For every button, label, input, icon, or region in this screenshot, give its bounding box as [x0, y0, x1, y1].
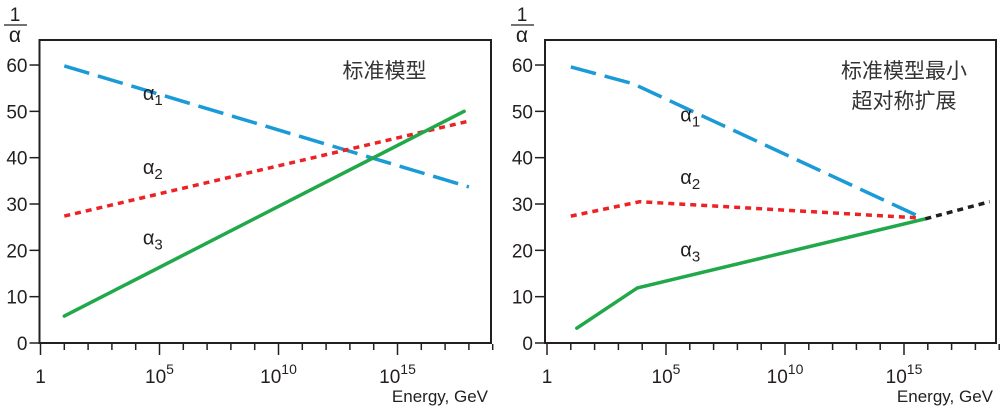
series-line-alpha2 [570, 199, 919, 220]
y-tick-label: 20 [6, 241, 27, 262]
x-tick-label: 1015 [886, 361, 923, 388]
y-tick-label: 40 [512, 149, 533, 170]
series-label-alpha2: α2 [680, 167, 700, 193]
x-tick-label: 1 [542, 367, 553, 388]
x-tick-label: 1015 [379, 361, 416, 388]
x-tick-label: 1 [35, 367, 46, 388]
series-line-alpha2 [63, 119, 470, 218]
chart-title: 标准模型 [343, 59, 427, 83]
y-tick-label: 40 [6, 149, 27, 170]
series-line-alpha1 [570, 65, 920, 218]
series-label-alpha2: α2 [143, 157, 163, 183]
y-tick-label: 10 [512, 288, 533, 309]
y-tick-label: 60 [512, 56, 533, 77]
chart-title-line2: 超对称扩展 [852, 89, 957, 113]
y-axis-label-numerator: 1 [517, 5, 528, 26]
y-tick-label: 10 [6, 288, 27, 309]
series-line-extension [924, 200, 991, 221]
series-label-alpha3: α3 [680, 239, 700, 265]
y-axis-label-numerator: 1 [10, 5, 21, 26]
x-tick-label: 105 [652, 361, 681, 388]
plot-frame [38, 39, 492, 344]
y-axis-label-denominator: α [9, 24, 21, 47]
y-tick-label: 0 [522, 334, 533, 355]
y-tick-label: 50 [512, 102, 533, 123]
series-label-alpha1: α1 [143, 83, 163, 109]
x-axis-label: Energy, GeV [897, 387, 994, 406]
x-tick-label: 1010 [260, 361, 297, 388]
y-tick-label: 20 [512, 241, 533, 262]
series-line-alpha1 [63, 64, 470, 189]
x-tick-label: 1010 [767, 361, 804, 388]
y-tick-label: 60 [6, 56, 27, 77]
series-line-alpha3 [62, 109, 466, 318]
series-label-alpha1: α1 [680, 105, 700, 131]
y-tick-label: 30 [6, 195, 27, 216]
series-label-alpha3: α3 [143, 227, 163, 253]
y-tick-label: 50 [6, 102, 27, 123]
series-line-alpha3 [575, 217, 928, 330]
x-axis-label: Energy, GeV [392, 387, 489, 406]
y-tick-label: 0 [17, 334, 28, 355]
y-tick-label: 30 [512, 195, 533, 216]
plot-frame [544, 39, 997, 344]
chart-title-line1: 标准模型最小 [841, 59, 967, 83]
y-axis-label-denominator: α [516, 24, 528, 47]
x-tick-label: 105 [145, 361, 174, 388]
